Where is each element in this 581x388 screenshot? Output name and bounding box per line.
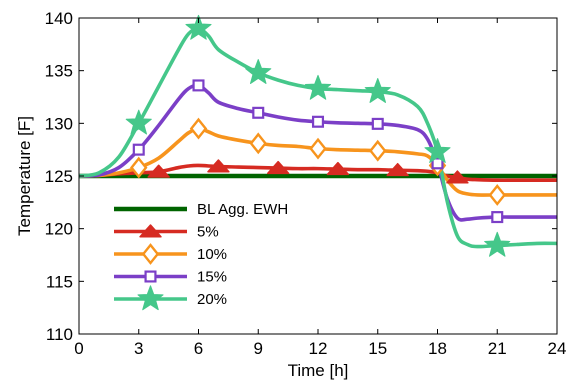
y-tick-label: 115 [46, 272, 73, 291]
series-1-marker-5 [446, 170, 469, 184]
y-axis-ticks: 110 115 120 125 130 135 140 [45, 9, 557, 344]
plot-lines [78, 26, 558, 249]
series-1-marker-0 [147, 164, 170, 178]
legend-marker-1 [139, 224, 162, 238]
x-tick-label: 15 [368, 339, 387, 358]
series-4-marker-4 [364, 78, 391, 103]
series-1-marker-2 [266, 160, 290, 175]
legend-marker-3 [144, 270, 157, 283]
x-axis-label: Time [h] [288, 361, 349, 380]
x-tick-label: 0 [74, 339, 83, 358]
legend-label-0: BL Agg. EWH [197, 201, 288, 218]
series-4-marker-0 [125, 109, 152, 135]
x-tick-label: 6 [194, 339, 203, 358]
x-tick-label: 9 [254, 339, 263, 358]
y-tick-label: 135 [45, 62, 73, 81]
y-tick-label: 140 [45, 9, 73, 28]
legend-label-4: 20% [197, 291, 227, 308]
series-3-marker-3 [311, 115, 325, 128]
x-tick-label: 3 [134, 339, 143, 358]
series-3-marker-2 [252, 106, 265, 119]
x-axis-ticks: 0 3 6 9 12 15 18 21 24 [74, 18, 566, 358]
series-1-marker-3 [326, 161, 350, 176]
series-2-marker-1 [189, 117, 208, 140]
series-line-3 [78, 83, 557, 222]
y-tick-label: 130 [45, 114, 73, 133]
legend-marker-4 [137, 285, 164, 311]
series-3-marker-0 [132, 143, 145, 156]
series-2-marker-6 [488, 184, 506, 206]
x-tick-label: 21 [488, 339, 507, 358]
series-2-marker-4 [369, 139, 387, 162]
plot-markers [125, 14, 511, 257]
series-1-marker-4 [386, 162, 409, 177]
series-4-marker-5 [424, 138, 451, 163]
series-2-marker-0 [130, 156, 148, 179]
legend-label-3: 15% [197, 269, 227, 286]
x-tick-label: 12 [309, 339, 328, 358]
series-3-marker-5 [431, 157, 444, 170]
series-1-marker-1 [207, 159, 230, 173]
series-4-marker-1 [185, 14, 212, 40]
series-line-4 [78, 26, 558, 249]
legend-marker-2 [141, 243, 160, 265]
x-tick-label: 18 [428, 339, 447, 358]
y-tick-label: 110 [46, 325, 73, 344]
series-line-2 [78, 126, 557, 197]
series-3-marker-1 [192, 79, 205, 92]
y-tick-label: 125 [45, 167, 73, 186]
series-2-marker-2 [249, 132, 267, 155]
series-4-marker-2 [245, 59, 272, 84]
series-3-marker-4 [371, 117, 384, 130]
series-2-marker-3 [309, 137, 327, 160]
legend-label-1: 5% [197, 224, 219, 241]
series-4-marker-6 [484, 231, 511, 257]
legend-label-2: 10% [197, 246, 227, 263]
x-tick-label: 24 [548, 339, 567, 358]
y-axis-label: Temperature [F] [15, 116, 34, 236]
y-tick-label: 120 [45, 220, 73, 239]
series-4-marker-3 [304, 74, 332, 100]
legend: BL Agg. EWH 5% 10% 15% 20% [114, 201, 288, 311]
series-3-marker-6 [491, 211, 504, 224]
